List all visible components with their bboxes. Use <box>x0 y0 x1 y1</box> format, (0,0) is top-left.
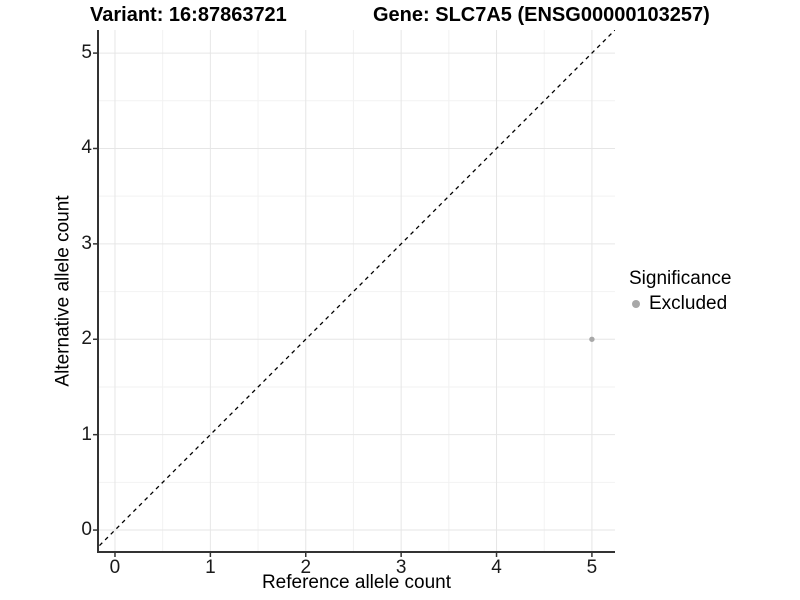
y-tick-label: 4 <box>81 137 92 159</box>
y-tick-label: 5 <box>81 42 92 64</box>
y-tick-label: 1 <box>81 423 92 445</box>
y-tick-label: 2 <box>81 328 92 350</box>
legend-point-icon <box>632 300 640 308</box>
y-tick-label: 0 <box>81 519 92 541</box>
x-tick-label: 3 <box>395 557 407 578</box>
plot-title-gene: Gene: SLC7A5 (ENSG00000103257) <box>373 4 710 26</box>
x-axis-title: Reference allele count <box>261 572 452 593</box>
data-point <box>589 336 595 342</box>
plot-title-variant: Variant: 16:87863721 <box>90 4 287 26</box>
legend-item-label: Excluded <box>649 293 728 314</box>
x-tick-label: 4 <box>491 557 502 578</box>
y-axis-title: Alternative allele count <box>52 195 74 387</box>
x-tick-label: 1 <box>205 557 216 578</box>
x-tick-label: 0 <box>109 557 121 578</box>
legend-item-excluded: Excluded <box>629 292 731 316</box>
legend-title: Significance <box>629 268 732 289</box>
x-tick-label: 5 <box>586 557 598 578</box>
x-tick-label: 2 <box>300 557 312 578</box>
legend: Significance Excluded <box>629 267 731 316</box>
y-tick-label: 3 <box>81 232 92 254</box>
